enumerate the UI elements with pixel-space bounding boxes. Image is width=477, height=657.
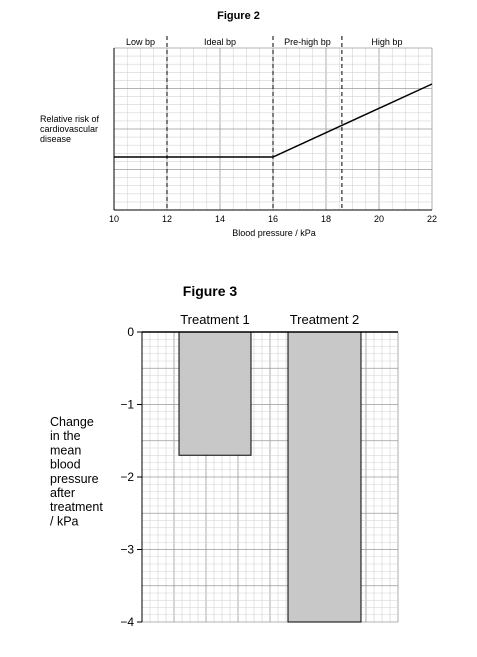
figure-2-series-line bbox=[114, 83, 433, 158]
figure-3-title: Figure 3 bbox=[182, 283, 238, 299]
figure-3-category-label: Treatment 2 bbox=[290, 312, 360, 327]
figure-2-x-tick-label: 18 bbox=[321, 214, 331, 224]
figure-3-y-tick-label: −1 bbox=[120, 398, 134, 412]
figure-3-bar-2 bbox=[287, 331, 362, 623]
figure-2-y-axis-label: Relative risk of cardiovascular disease bbox=[40, 114, 100, 144]
figure-2-x-tick-label: 10 bbox=[109, 214, 119, 224]
figure-2-region-label: Pre-high bp bbox=[284, 37, 331, 47]
figure-2-region-label: High bp bbox=[371, 37, 402, 47]
figure-3-y-axis-label-line: / kPa bbox=[50, 514, 79, 528]
figure-3-y-axis-label-line: after bbox=[50, 486, 75, 500]
figure-2-region-label: Ideal bp bbox=[204, 37, 236, 47]
figure-3-y-tick-label: −2 bbox=[120, 470, 134, 484]
figure-2-region-label: Low bp bbox=[126, 37, 155, 47]
figure-3-category-label: Treatment 1 bbox=[180, 312, 250, 327]
figure-3-y-axis-label-line: blood bbox=[50, 458, 81, 472]
figure-3-y-axis-label-line: in the bbox=[50, 429, 81, 443]
figure-2-x-tick-label: 22 bbox=[427, 214, 437, 224]
figure-2-x-tick-label: 12 bbox=[162, 214, 172, 224]
figure-3-y-axis-label-line: pressure bbox=[50, 472, 99, 486]
figure-3-y-tick-label: −4 bbox=[120, 615, 134, 629]
figure-2-x-tick-label: 14 bbox=[215, 214, 225, 224]
figure-3-bar-1 bbox=[178, 331, 252, 456]
figure-3-y-axis-label-line: mean bbox=[50, 443, 81, 457]
figure-3-y-tick-label: 0 bbox=[127, 325, 134, 339]
figure-3-y-axis-label: Change in the mean blood pressure after treatm… bbox=[50, 415, 103, 528]
figure-2-x-tick-label: 16 bbox=[268, 214, 278, 224]
figure-3-y-axis-label-line: Change bbox=[50, 415, 94, 429]
figure-2-title: Figure 2 bbox=[217, 10, 260, 22]
figure-2-x-tick-label: 20 bbox=[374, 214, 384, 224]
figure-3-y-axis-label-line: treatment bbox=[50, 500, 103, 514]
figure-2-x-axis-label: Blood pressure / kPa bbox=[232, 228, 316, 238]
figure-3-y-tick-label: −3 bbox=[120, 543, 134, 557]
